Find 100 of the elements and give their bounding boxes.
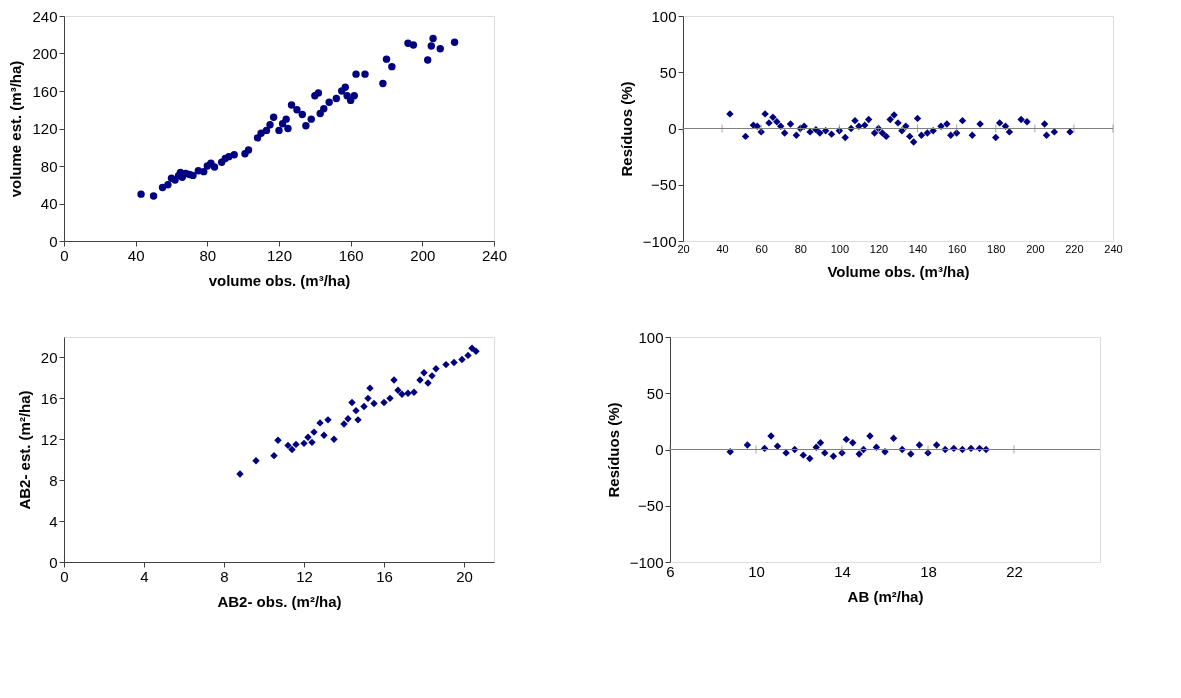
point	[841, 133, 849, 142]
point	[799, 451, 808, 459]
x-axis-title: Volume obs. (m³/ha)	[827, 262, 970, 280]
y-axis-title: AB2- est. (m²/ha)	[15, 390, 33, 510]
x-tick-label: 0	[60, 567, 69, 585]
point	[909, 138, 918, 146]
point	[915, 441, 924, 449]
point	[889, 434, 898, 442]
point	[244, 146, 253, 154]
point	[898, 127, 906, 135]
y-tick-label: 12	[40, 430, 58, 448]
y-tick-label: 8	[49, 471, 58, 489]
point	[952, 129, 961, 137]
point	[282, 115, 290, 123]
point	[958, 116, 967, 125]
y-axis-title: Resíduos (%)	[617, 81, 635, 177]
point	[1005, 128, 1014, 136]
x-tick-label: 240	[1104, 242, 1123, 255]
point	[913, 114, 922, 123]
y-tick-label: 120	[32, 120, 58, 137]
point	[293, 106, 301, 114]
point	[158, 183, 167, 192]
point	[270, 451, 278, 460]
x-tick-label: 240	[481, 246, 508, 264]
point	[307, 115, 315, 123]
x-tick-label: 180	[987, 242, 1006, 255]
y-tick-label: 100	[638, 328, 664, 346]
y-tick-label: 4	[49, 512, 58, 530]
point	[149, 192, 158, 200]
point	[777, 122, 785, 130]
point	[842, 435, 851, 444]
x-tick-label: 6	[666, 562, 675, 580]
point	[1042, 131, 1051, 139]
point	[886, 115, 894, 124]
point	[316, 109, 324, 118]
y-tick-label: 100	[651, 7, 677, 25]
x-tick-label: 40	[127, 246, 145, 264]
point	[262, 126, 271, 135]
point	[352, 70, 360, 78]
point	[992, 133, 1000, 142]
point	[386, 394, 394, 403]
point	[275, 126, 283, 135]
point	[780, 129, 789, 137]
point	[350, 91, 358, 100]
point	[429, 34, 437, 43]
x-tick-label: 18	[920, 562, 937, 580]
y-tick-label: 20	[40, 348, 58, 366]
x-tick-label: 200	[1026, 242, 1045, 255]
point	[432, 365, 440, 373]
point	[189, 171, 197, 180]
point	[743, 441, 752, 449]
point	[300, 439, 308, 448]
x-tick-label: 160	[947, 242, 967, 255]
y-tick-label: 240	[32, 7, 58, 25]
point	[210, 163, 219, 171]
y-tick-label: −100	[629, 553, 664, 571]
point	[424, 56, 432, 64]
point	[284, 441, 292, 450]
point	[380, 398, 388, 407]
y-tick-label: 0	[655, 441, 664, 458]
point	[1050, 128, 1059, 136]
x-axis-title: volume obs. (m³/ha)	[208, 271, 351, 289]
point	[472, 347, 480, 356]
point	[932, 441, 941, 449]
x-tick-label: 200	[410, 246, 436, 264]
point	[753, 122, 761, 130]
point	[773, 118, 781, 126]
point	[968, 131, 976, 139]
x-tick-label: 220	[1065, 242, 1084, 255]
point	[348, 398, 356, 407]
point	[302, 121, 310, 130]
point	[851, 116, 859, 125]
point	[200, 167, 208, 176]
y-axis-title: Resíduos (%)	[604, 402, 622, 498]
x-tick-label: 160	[338, 246, 364, 264]
y-tick-label: −50	[638, 497, 664, 515]
y-tick-label: 160	[32, 82, 58, 100]
point	[450, 38, 459, 46]
point	[816, 439, 825, 447]
point	[298, 110, 306, 119]
point	[1040, 120, 1049, 128]
x-tick-label: 80	[794, 242, 807, 255]
x-tick-label: 140	[908, 242, 928, 255]
point	[325, 98, 333, 106]
point	[864, 115, 873, 124]
x-tick-label: 20	[677, 242, 690, 255]
point	[379, 79, 387, 88]
point	[308, 438, 316, 447]
y-tick-label: −50	[651, 176, 677, 194]
x-tick-label: 100	[830, 242, 850, 255]
point	[164, 181, 172, 189]
point	[364, 394, 372, 403]
point	[314, 89, 323, 97]
point	[388, 62, 396, 71]
point	[872, 443, 881, 451]
x-tick-label: 22	[1006, 562, 1023, 580]
point	[436, 45, 444, 53]
point	[288, 445, 296, 454]
point	[769, 113, 777, 121]
x-tick-label: 10	[748, 562, 765, 580]
